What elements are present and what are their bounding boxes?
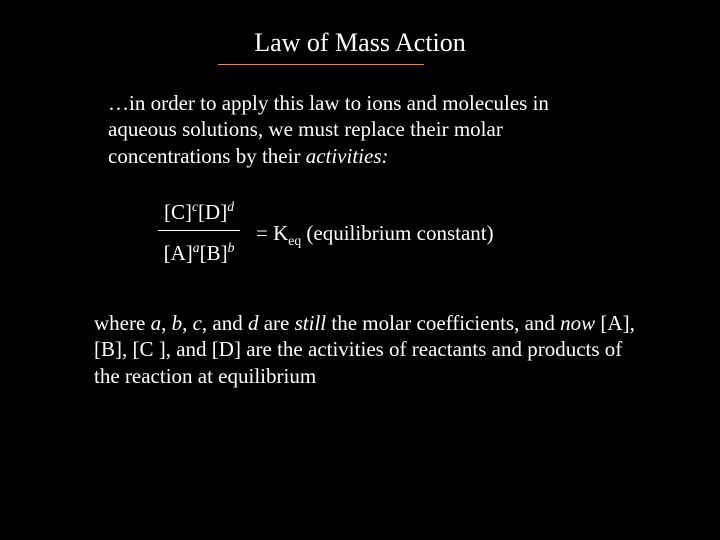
- equation-rhs: = Keq (equilibrium constant): [256, 221, 494, 246]
- eq-sub: eq: [288, 233, 301, 248]
- den-b-exp: b: [228, 240, 235, 255]
- intro-paragraph: …in order to apply this law to ions and …: [108, 90, 618, 169]
- den-a-exp: a: [193, 240, 200, 255]
- numerator: [C]c[D]d: [164, 200, 234, 229]
- p2-still: still: [295, 311, 327, 335]
- p2-where: where: [94, 311, 151, 335]
- den-a-base: [A]: [164, 241, 193, 265]
- p2-now: now: [560, 311, 595, 335]
- p2-c: c: [193, 311, 202, 335]
- eq-tail: (equilibrium constant): [301, 221, 493, 245]
- p2-d: d: [248, 311, 259, 335]
- num-d-exp: d: [227, 199, 234, 214]
- slide: Law of Mass Action …in order to apply th…: [0, 0, 720, 540]
- num-c-base: [C]: [164, 200, 192, 224]
- p2-c1: ,: [161, 311, 172, 335]
- title-underline: [218, 64, 424, 65]
- slide-title: Law of Mass Action: [0, 28, 720, 58]
- denominator: [A]a[B]b: [164, 239, 235, 266]
- p2-b: b: [172, 311, 183, 335]
- equilibrium-equation: [C]c[D]d [A]a[B]b = Keq (equilibrium con…: [158, 200, 494, 266]
- eq-sign: = K: [256, 221, 288, 245]
- intro-italic: activities:: [306, 144, 389, 168]
- p2-c2: ,: [182, 311, 193, 335]
- p2-mid: the molar coefficients, and: [326, 311, 560, 335]
- closing-paragraph: where a, b, c, and d are still the molar…: [94, 310, 646, 389]
- p2-a: a: [151, 311, 162, 335]
- den-b-base: [B]: [200, 241, 228, 265]
- fraction-line: [158, 230, 240, 231]
- num-d-base: [D]: [198, 200, 227, 224]
- p2-are: are: [258, 311, 294, 335]
- p2-c3: , and: [202, 311, 248, 335]
- fraction: [C]c[D]d [A]a[B]b: [158, 200, 240, 266]
